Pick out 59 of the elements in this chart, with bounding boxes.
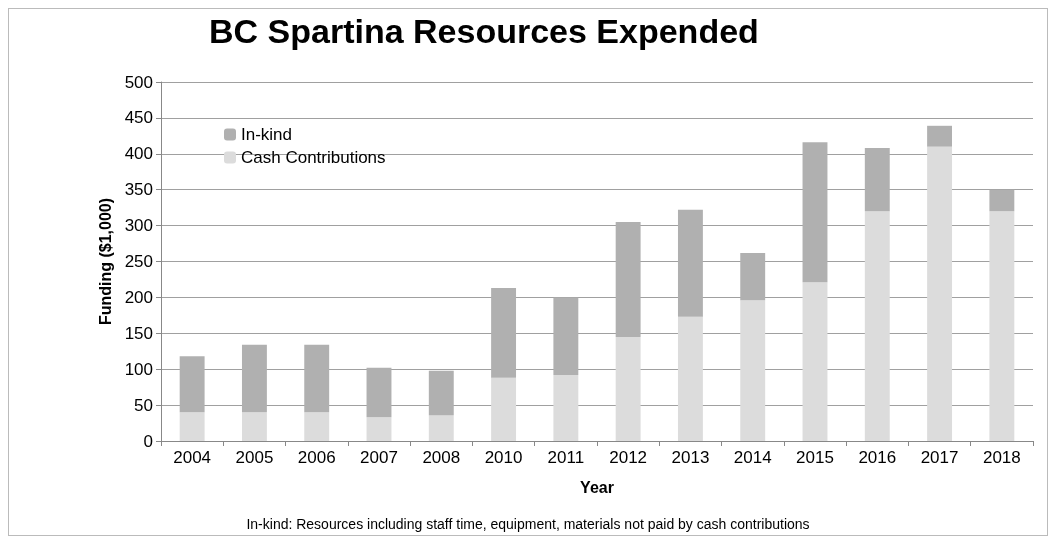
bar bbox=[927, 125, 953, 147]
x-tick-label: 2018 bbox=[982, 448, 1021, 467]
y-tick-label: 150 bbox=[124, 323, 153, 343]
bar bbox=[366, 417, 392, 441]
x-tick-label: 2006 bbox=[297, 448, 336, 467]
x-axis-title: Year bbox=[580, 478, 614, 496]
bar bbox=[304, 412, 330, 441]
x-tick-label: 2008 bbox=[422, 448, 461, 467]
y-tick-label: 500 bbox=[124, 72, 153, 92]
x-tick-label: 2014 bbox=[733, 448, 772, 467]
bar bbox=[740, 300, 766, 441]
bar bbox=[428, 370, 454, 416]
x-tick-label: 2011 bbox=[547, 448, 585, 467]
y-tick-label: 250 bbox=[124, 252, 153, 271]
x-tick-label: 2013 bbox=[671, 448, 710, 467]
bar bbox=[553, 374, 579, 441]
x-tick-label: 2015 bbox=[796, 448, 834, 467]
bar bbox=[304, 344, 330, 413]
bar bbox=[740, 252, 766, 301]
x-tick-label: 2012 bbox=[609, 448, 648, 467]
bar bbox=[927, 146, 953, 441]
bar bbox=[677, 209, 703, 317]
chart-title: BC Spartina Resources Expended bbox=[209, 12, 759, 50]
bar bbox=[615, 336, 641, 441]
bar bbox=[802, 282, 828, 441]
bar bbox=[428, 415, 454, 441]
bar bbox=[553, 297, 579, 375]
bar bbox=[179, 356, 205, 413]
y-tick-label: 200 bbox=[124, 287, 153, 307]
bar bbox=[241, 344, 267, 413]
legend-label: In-kind bbox=[241, 125, 293, 144]
y-tick-label: 450 bbox=[124, 108, 153, 128]
bar bbox=[802, 142, 828, 283]
x-tick-label: 2016 bbox=[858, 448, 897, 467]
x-tick-label: 2004 bbox=[173, 448, 212, 467]
y-tick-label: 400 bbox=[124, 144, 153, 164]
bar bbox=[615, 222, 641, 337]
y-axis-title: Funding ($1,000) bbox=[97, 197, 115, 326]
x-tick-label: 2017 bbox=[920, 448, 959, 467]
x-tick-label: 2010 bbox=[484, 448, 523, 467]
bar bbox=[491, 377, 517, 441]
y-tick-label: 0 bbox=[143, 431, 153, 451]
x-tick-label: 2007 bbox=[360, 448, 398, 467]
bar bbox=[989, 211, 1015, 441]
bar bbox=[366, 367, 392, 418]
y-tick-label: 300 bbox=[124, 216, 153, 236]
y-tick-label: 100 bbox=[124, 359, 153, 379]
text: In-kind: Resources including staff time, equipment, materials not paid by cash contributions bbox=[246, 516, 810, 532]
y-tick-label: 350 bbox=[124, 180, 153, 200]
bar bbox=[491, 288, 517, 378]
legend-label: Cash Contributions bbox=[241, 148, 386, 167]
bar bbox=[241, 412, 267, 441]
bar bbox=[179, 412, 205, 441]
y-tick-label: 50 bbox=[134, 395, 153, 415]
x-tick-label: 2005 bbox=[235, 448, 274, 467]
bar bbox=[864, 211, 890, 441]
bar bbox=[864, 148, 890, 212]
bar bbox=[677, 316, 703, 441]
bar bbox=[989, 189, 1015, 212]
